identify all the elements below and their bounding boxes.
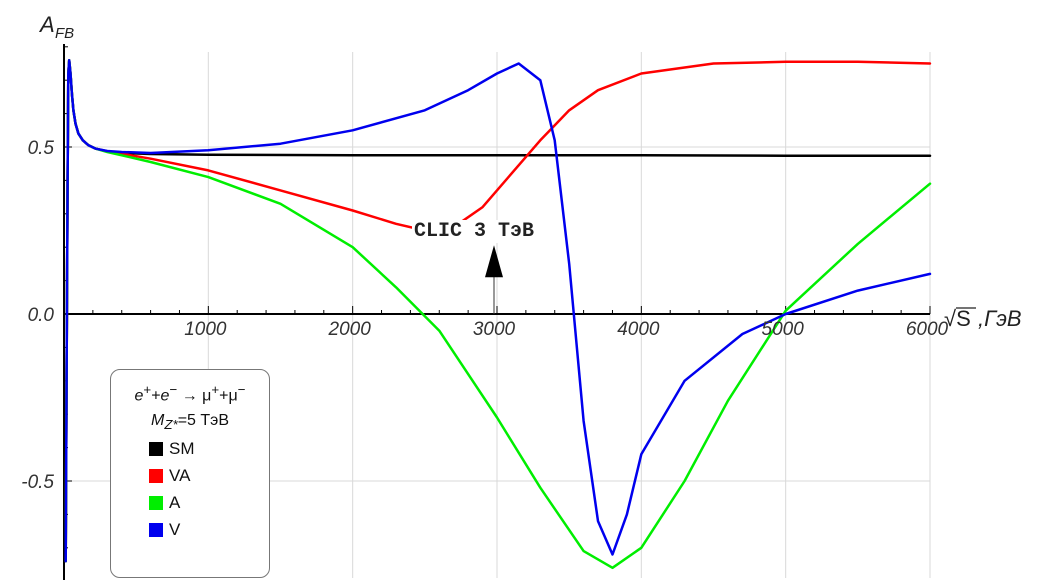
legend-swatch [149, 442, 163, 457]
legend-label: SM [169, 439, 195, 459]
legend-mass-label: MZ*=5 ТэВ [111, 411, 269, 435]
y-tick-label: 0.5 [28, 138, 55, 159]
legend-label: V [169, 520, 181, 540]
legend-swatch [149, 496, 163, 511]
legend-label: A [169, 493, 181, 513]
legend-mass-sub: Z* [164, 417, 178, 433]
legend-join-1: + [151, 387, 161, 405]
x-tick-label: 5000 [762, 319, 805, 340]
legend-box: e++e− → μ++μ− MZ*=5 ТэВ SM VA A V [110, 369, 270, 578]
legend-e-plus: e [134, 387, 144, 405]
legend-mu-plus: μ [202, 387, 212, 405]
tick-labels: 1000 2000 3000 4000 5000 6000 0.5 0.0 -0.5 A FB √S,… [21, 12, 1021, 493]
legend-label: VA [169, 466, 191, 486]
annotation-arrow-head [485, 245, 503, 278]
legend-mu-minus-sign: − [237, 382, 246, 397]
y-tick-label: -0.5 [21, 472, 54, 493]
legend-entries: SM VA A V [111, 436, 269, 544]
series-line-v [64, 58, 932, 563]
y-tick-label: 0.0 [28, 305, 55, 326]
legend-entry-sm: SM [149, 436, 269, 463]
legend-process-title: e++e− → μ++μ− [111, 380, 269, 406]
legend-join-2: + [219, 387, 229, 405]
legend-mu-plus-sign: + [211, 382, 220, 397]
legend-mass-value: =5 ТэВ [177, 412, 229, 430]
legend-entry-va: VA [149, 463, 269, 490]
x-tick-label: 6000 [906, 319, 949, 340]
legend-e-minus-sign: − [169, 382, 178, 397]
x-axis-title-root: √S [944, 306, 971, 331]
legend-e-minus: e [160, 387, 170, 405]
y-axis-title-subscript: FB [55, 25, 74, 42]
annotation-group: CLIC 3 ТэВ [412, 220, 537, 314]
legend-e-plus-sign: + [143, 382, 152, 397]
annotation-label-bg [412, 220, 537, 243]
legend-swatch [149, 469, 163, 484]
legend-arrow: → [181, 387, 198, 405]
x-tick-label: 1000 [184, 319, 227, 340]
y-axis-title: A [38, 12, 55, 37]
x-tick-label: 4000 [617, 319, 660, 340]
legend-entry-v: V [149, 517, 269, 544]
series-lines [64, 58, 932, 570]
legend-swatch [149, 523, 163, 538]
annotation-label: CLIC 3 ТэВ [414, 220, 534, 243]
x-axis-title-unit: ,ГэВ [978, 306, 1022, 331]
x-tick-label: 2000 [328, 319, 372, 340]
legend-mu-minus: μ [228, 387, 238, 405]
legend-entry-a: A [149, 490, 269, 517]
x-tick-label: 3000 [473, 319, 516, 340]
legend-mass-m: M [151, 412, 165, 430]
